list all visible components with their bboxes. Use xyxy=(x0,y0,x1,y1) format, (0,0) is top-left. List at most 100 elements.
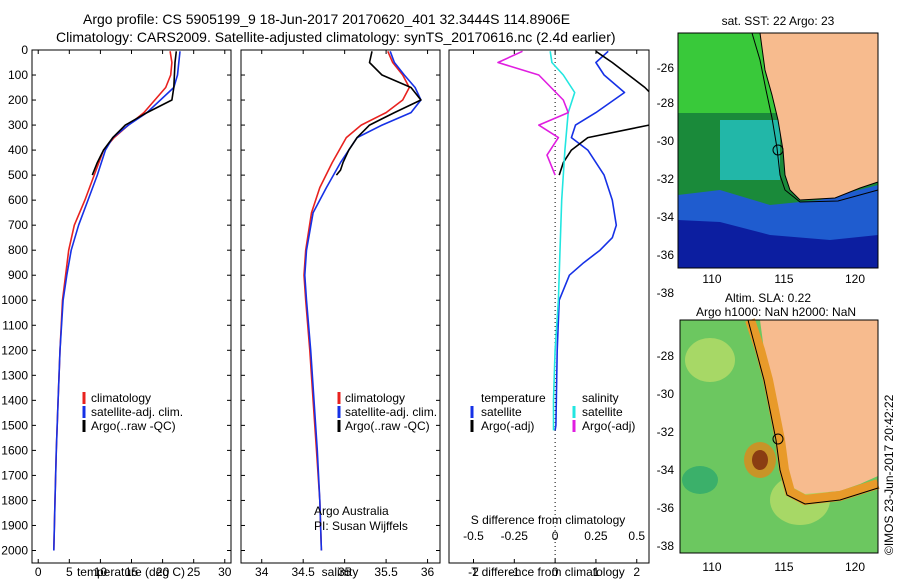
temperature-x-ticks: 0 5 10 15 20 25 30 xyxy=(35,50,232,579)
temperature-xtick-label: 25 xyxy=(187,565,201,579)
depth-tick-label: 800 xyxy=(8,243,28,257)
temperature-legend: climatology satellite-adj. clim. Argo(..… xyxy=(82,391,183,433)
difference-plot-frame xyxy=(448,49,650,564)
temperature-xlabel: temperature (deg C) xyxy=(77,565,185,579)
sla-ytick: -36 xyxy=(657,501,675,515)
depth-tick-label: 1000 xyxy=(1,293,28,307)
difference-series-argo-adj- xyxy=(497,50,570,176)
depth-tick-label: 200 xyxy=(8,93,28,107)
legend-label-temp-argo: Argo(-adj) xyxy=(481,419,534,433)
legend-header-temperature: temperature xyxy=(481,391,546,405)
salinity-xtick-label: 34.5 xyxy=(292,565,316,579)
legend-label-argo: Argo(..raw -QC) xyxy=(91,419,176,433)
sst-xtick: 120 xyxy=(845,272,865,286)
difference-xtick-label: 2 xyxy=(633,565,640,579)
depth-tick-label: 1500 xyxy=(1,418,28,432)
temperature-xtick-label: 20 xyxy=(156,565,170,579)
difference-xlabel: T difference from climatology xyxy=(471,565,625,579)
sst-xtick: 115 xyxy=(774,272,793,286)
difference-xtick-label: 0 xyxy=(552,565,559,579)
sst-xtick: 110 xyxy=(702,272,721,286)
difference-panel: -2 -1 0 1 2 -0.5 -0.25 0 0.25 0.5 T difference fr… xyxy=(448,49,650,579)
difference-series-argo-adj- xyxy=(558,50,649,176)
sla-xtick: 110 xyxy=(702,560,721,574)
sla-map-panel: Altim. SLA: 0.22 Argo h1000: NaN h2000: … xyxy=(657,291,896,574)
sst-ytick: -26 xyxy=(657,61,675,75)
sst-ytick: -34 xyxy=(657,210,675,224)
salinity-x-ticks: 34 34.5 35 35.5 36 xyxy=(255,50,435,579)
difference-x2label: S difference from climatology xyxy=(471,513,626,527)
legend-label-satellite: satellite-adj. clim. xyxy=(91,405,183,419)
temperature-xtick-label: 5 xyxy=(66,565,73,579)
salinity-xtick-label: 36 xyxy=(421,565,435,579)
sst-map-ticks: -26 -28 -30 -32 -34 -36 -38 110 115 120 xyxy=(657,61,866,300)
sst-map-panel: sat. SST: 22 Argo: 23 -26 -28 -30 -32 -3… xyxy=(657,14,879,300)
difference-xtick-label: 1 xyxy=(593,565,600,579)
sst-ytick: -28 xyxy=(657,96,675,110)
depth-tick-label: 700 xyxy=(8,218,28,232)
salinity-series-argo-raw-qc- xyxy=(335,51,422,176)
salinity-diff-tick-label: -0.5 xyxy=(463,529,484,543)
salinity-diff-tick-label: 0.5 xyxy=(628,529,645,543)
credit-pi-name: PI: Susan Wijffels xyxy=(314,519,408,533)
imos-credit: ©IMOS 23-Jun-2017 20:42:22 xyxy=(882,394,896,555)
difference-series xyxy=(497,50,649,431)
depth-tick-label: 2000 xyxy=(1,543,28,557)
sst-map-cold-water xyxy=(678,220,878,268)
temperature-xtick-label: 15 xyxy=(125,565,139,579)
sla-map-low xyxy=(682,466,718,494)
depth-tick-label: 1400 xyxy=(1,393,28,407)
sst-map-isobath xyxy=(751,32,879,203)
temperature-xtick-label: 10 xyxy=(94,565,108,579)
legend-label-climatology: climatology xyxy=(91,391,151,405)
sla-map-frame xyxy=(679,319,879,554)
temperature-plot-frame xyxy=(31,49,232,564)
legend-label-satellite: satellite-adj. clim. xyxy=(345,405,437,419)
depth-tick-label: 600 xyxy=(8,193,28,207)
sst-map-title: sat. SST: 22 Argo: 23 xyxy=(722,14,835,28)
sla-xtick: 120 xyxy=(845,560,865,574)
depth-tick-label: 100 xyxy=(8,68,28,82)
temperature-series xyxy=(53,51,181,551)
depth-tick-label: 1300 xyxy=(1,368,28,382)
sla-map-bump xyxy=(685,338,735,382)
legend-label-temp-satellite: satellite xyxy=(481,405,522,419)
legend-header-salinity: salinity xyxy=(582,391,619,405)
sla-map-title1: Altim. SLA: 0.22 xyxy=(725,291,811,305)
depth-tick-label: 400 xyxy=(8,143,28,157)
sla-ytick: -38 xyxy=(657,539,675,553)
salinity-diff-tick-label: 0.25 xyxy=(584,529,608,543)
temperature-y-ticks: 0 100 200 300 400 500 600 700 800 900 1000 1100 1200… xyxy=(1,43,231,557)
temperature-panel: 0100200300400500600700800900100011001200… xyxy=(1,43,231,579)
depth-tick-label: 300 xyxy=(8,118,28,132)
sla-ytick: -34 xyxy=(657,463,675,477)
sla-ytick: -30 xyxy=(657,387,675,401)
sst-ytick: -36 xyxy=(657,248,675,262)
sla-map-argo-position xyxy=(772,433,784,445)
sla-ytick: -32 xyxy=(657,425,675,439)
difference-x-ticks: -2 -1 0 1 2 -0.5 -0.25 0 0.25 0.5 xyxy=(463,50,645,579)
sla-map-land xyxy=(760,320,878,494)
salinity-xlabel: salinity xyxy=(322,565,359,579)
difference-series-satellite xyxy=(549,51,576,431)
salinity-diff-tick-label: -0.25 xyxy=(501,529,529,543)
credit-argo-australia: Argo Australia xyxy=(314,504,389,518)
depth-tick-label: 1800 xyxy=(1,493,28,507)
salinity-series xyxy=(303,50,422,551)
depth-tick-label: 1700 xyxy=(1,468,28,482)
difference-legend: temperature salinity satellite Argo(-adj… xyxy=(470,391,635,433)
salinity-xtick-label: 35.5 xyxy=(374,565,398,579)
depth-tick-label: 0 xyxy=(21,43,28,57)
sla-ytick: -28 xyxy=(657,349,675,363)
salinity-diff-tick-label: 0 xyxy=(552,529,559,543)
salinity-xtick-label: 34 xyxy=(255,565,269,579)
salinity-y-ticks xyxy=(241,49,440,551)
depth-tick-label: 1200 xyxy=(1,343,28,357)
depth-tick-label: 1100 xyxy=(2,318,28,332)
temperature-xtick-label: 0 xyxy=(35,565,42,579)
depth-tick-label: 900 xyxy=(8,268,28,282)
depth-tick-label: 1600 xyxy=(1,443,28,457)
difference-xtick-label: -2 xyxy=(468,565,479,579)
legend-label-climatology: climatology xyxy=(345,391,405,405)
sst-map-argo-position xyxy=(772,144,784,156)
